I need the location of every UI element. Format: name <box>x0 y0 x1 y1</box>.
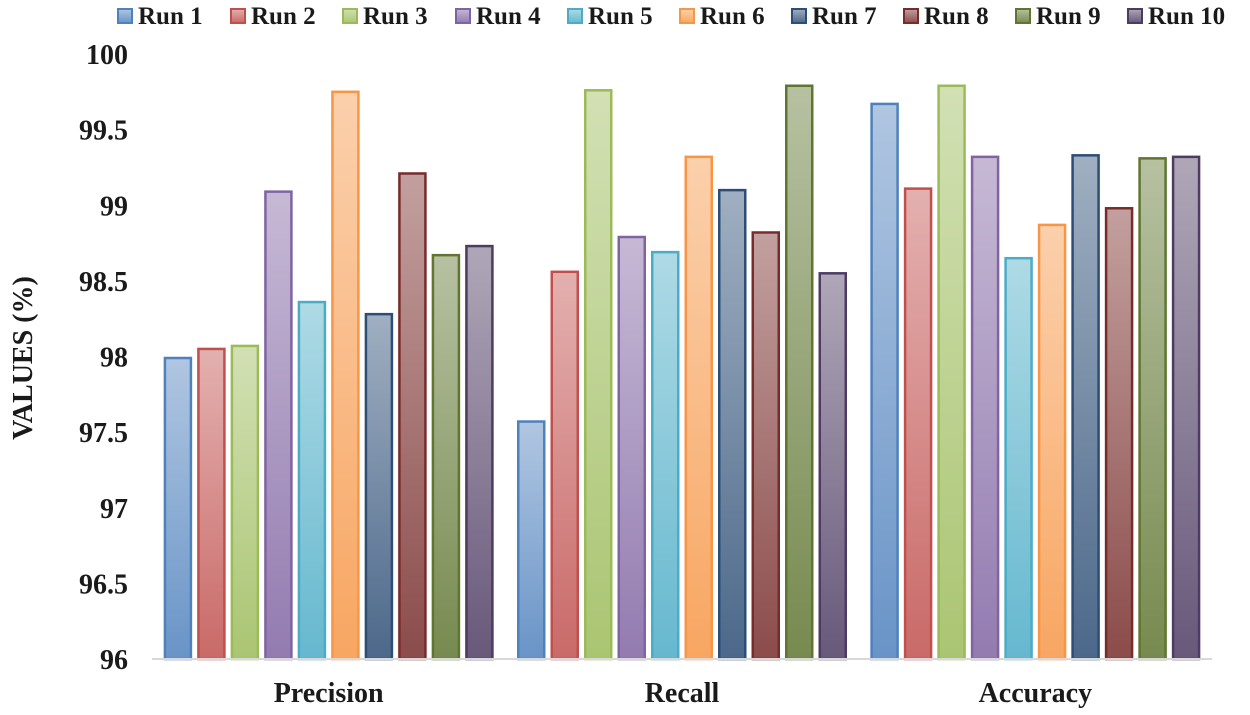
y-tick-label: 98 <box>100 343 128 374</box>
legend-label: Run 3 <box>363 3 428 30</box>
y-tick-label: 99 <box>100 191 128 222</box>
bar-precision-run-7 <box>364 312 394 661</box>
bar-recall-run-10 <box>818 272 847 661</box>
bar-precision-run-10 <box>465 244 494 661</box>
legend-label: Run 5 <box>588 3 653 30</box>
bar-accuracy-run-7 <box>1071 154 1100 661</box>
bar-recall-run-4 <box>617 235 646 661</box>
bar-recall-run-7 <box>718 188 747 661</box>
legend-item-run-3: Run 3 <box>342 3 428 30</box>
bar-accuracy-run-3 <box>937 84 966 661</box>
legend-swatch <box>1127 8 1143 24</box>
bar-recall-run-1 <box>517 420 546 661</box>
legend-swatch <box>679 8 695 24</box>
legend-swatch <box>230 8 246 24</box>
legend-swatch <box>1015 8 1031 24</box>
legend-swatch <box>455 8 471 24</box>
y-tick-label: 96 <box>100 645 128 676</box>
bar-precision-run-3 <box>230 344 260 661</box>
y-tick-label: 96.5 <box>79 569 128 600</box>
bar-accuracy-run-10 <box>1171 155 1201 661</box>
bar-recall-run-5 <box>651 250 680 661</box>
legend-label: Run 9 <box>1036 3 1101 30</box>
bar-recall-run-8 <box>751 231 780 661</box>
legend-item-run-2: Run 2 <box>230 3 316 30</box>
bar-recall-run-6 <box>684 155 713 661</box>
legend-label: Run 10 <box>1148 3 1225 30</box>
legend-swatch <box>342 8 358 24</box>
bar-precision-run-5 <box>297 300 327 661</box>
bar-precision-run-9 <box>431 253 461 661</box>
legend-item-run-5: Run 5 <box>567 3 653 30</box>
bar-accuracy-run-8 <box>1104 207 1134 661</box>
bar-accuracy-run-4 <box>970 155 1000 661</box>
legend-swatch <box>117 8 133 24</box>
bar-precision-run-2 <box>197 347 226 661</box>
legend-item-run-10: Run 10 <box>1127 3 1225 30</box>
legend-item-run-1: Run 1 <box>117 3 203 30</box>
category-labels: Precision Recall Accuracy <box>274 678 1092 709</box>
legend-item-run-4: Run 4 <box>455 3 541 30</box>
legend-swatch <box>567 8 583 24</box>
y-tick-label: 97.5 <box>79 418 128 449</box>
legend-label: Run 6 <box>700 3 765 30</box>
legend-item-run-9: Run 9 <box>1015 3 1101 30</box>
bar-precision-run-4 <box>264 190 293 661</box>
bar-accuracy-run-9 <box>1138 157 1167 661</box>
legend-item-run-6: Run 6 <box>679 3 765 30</box>
y-tick-label: 97 <box>100 494 128 525</box>
bar-recall-run-2 <box>550 270 579 661</box>
legend: Run 1 Run 2 Run 3 Run 4 Run 5 Run 6 Run 7 Run 8… <box>117 3 1225 30</box>
legend-label: Run 2 <box>251 3 316 30</box>
bar-accuracy-run-5 <box>1004 256 1033 661</box>
legend-label: Run 7 <box>812 3 877 30</box>
y-axis-ticks: 96 96.5 97 97.5 98 98.5 99 99.5 100 <box>79 40 128 676</box>
x-category-label: Recall <box>645 678 720 709</box>
bar-precision-run-1 <box>163 356 193 661</box>
y-tick-label: 100 <box>86 40 128 71</box>
bar-accuracy-run-2 <box>903 187 933 661</box>
legend-item-run-7: Run 7 <box>791 3 877 30</box>
bar-recall-run-3 <box>584 89 613 661</box>
bar-precision-run-6 <box>331 90 360 661</box>
legend-label: Run 8 <box>924 3 989 30</box>
legend-swatch <box>903 8 919 24</box>
bar-accuracy-run-1 <box>870 102 899 661</box>
x-category-label: Precision <box>274 678 384 709</box>
y-tick-label: 98.5 <box>79 267 128 298</box>
legend-swatch <box>791 8 807 24</box>
x-category-label: Accuracy <box>979 678 1093 709</box>
bar-recall-run-9 <box>785 84 814 661</box>
bar-precision-run-8 <box>398 172 427 661</box>
y-axis-title: VALUES (%) <box>8 276 39 440</box>
legend-label: Run 4 <box>476 3 541 30</box>
bars <box>163 84 1201 661</box>
bar-accuracy-run-6 <box>1037 223 1067 661</box>
legend-label: Run 1 <box>138 3 203 30</box>
y-tick-label: 99.5 <box>79 116 128 147</box>
legend-item-run-8: Run 8 <box>903 3 989 30</box>
